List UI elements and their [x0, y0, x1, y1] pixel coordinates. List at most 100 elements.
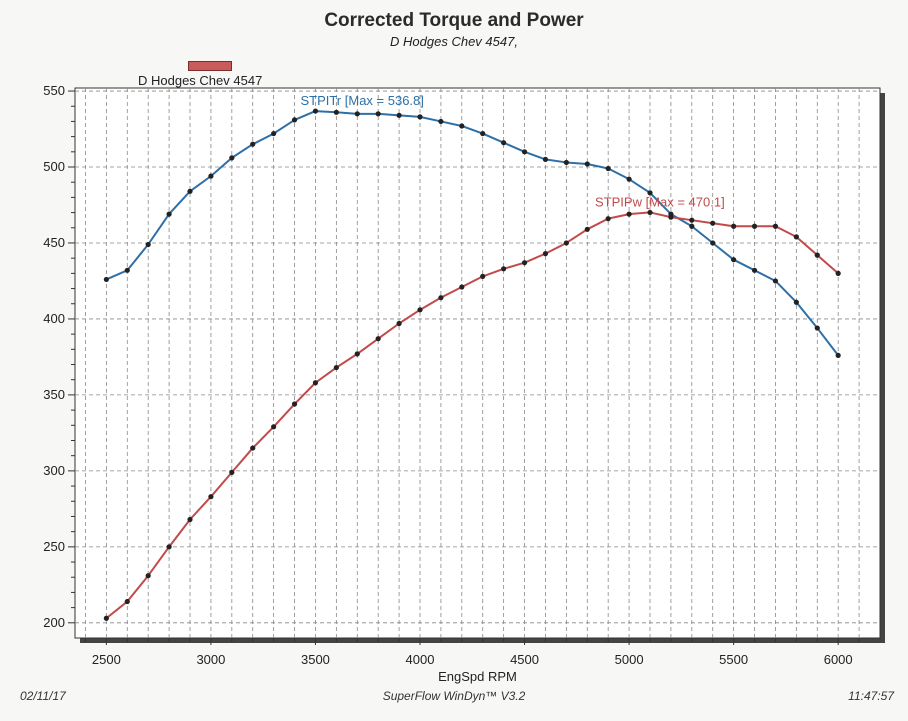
data-point-stpitr	[480, 130, 486, 137]
data-point-stpipw	[208, 494, 214, 500]
data-point-stpitr	[605, 165, 611, 172]
data-point-stpipw	[250, 445, 256, 451]
chart-subtitle: D Hodges Chev 4547,	[390, 34, 518, 49]
y-tick-label: 500	[43, 159, 65, 174]
data-point-stpipw	[521, 260, 528, 266]
data-point-stpipw	[375, 336, 381, 342]
x-tick-label: 3000	[196, 652, 225, 667]
data-point-stpipw	[103, 615, 109, 621]
series-line-stpitr	[105, 110, 839, 357]
data-point-stpitr	[271, 130, 277, 137]
y-tick-label: 550	[43, 83, 65, 98]
data-point-stpipw	[626, 211, 632, 217]
data-point-stpitr	[626, 176, 632, 182]
x-tick-label: 6000	[824, 652, 853, 667]
series-annotation-stpitr: STPITr [Max = 536.8]	[300, 93, 423, 108]
x-axis-title: EngSpd RPM	[438, 669, 517, 684]
footer-software: SuperFlow WinDyn™ V3.2	[382, 689, 526, 703]
data-point-stpitr	[333, 109, 339, 115]
data-point-stpipw	[312, 380, 319, 386]
data-point-stpipw	[584, 226, 590, 232]
data-point-stpitr	[542, 156, 549, 163]
data-point-stpipw	[229, 469, 235, 475]
data-point-stpipw	[814, 252, 820, 258]
data-point-stpipw	[166, 544, 172, 550]
data-point-stpipw	[647, 209, 653, 216]
data-point-stpitr	[312, 108, 319, 114]
data-point-stpitr	[354, 111, 360, 117]
data-point-stpitr	[375, 111, 381, 117]
data-point-stpipw	[542, 251, 549, 257]
data-point-stpipw	[563, 240, 569, 246]
data-point-stpipw	[772, 223, 779, 229]
data-point-stpipw	[710, 220, 716, 226]
y-tick-label: 450	[43, 235, 65, 250]
data-point-stpipw	[333, 364, 339, 371]
legend-swatch	[188, 61, 232, 71]
data-point-stpitr	[501, 140, 507, 146]
data-point-stpipw	[689, 217, 695, 223]
series-line-stpipw	[105, 211, 839, 620]
y-tick-label: 250	[43, 539, 65, 554]
data-point-stpipw	[145, 573, 151, 579]
data-point-stpitr	[396, 112, 402, 118]
data-point-stpitr	[521, 149, 528, 155]
series-annotation-stpipw: STPIPw [Max = 470.1]	[595, 194, 725, 209]
data-point-stpitr	[835, 352, 841, 359]
data-point-stpipw	[396, 320, 402, 327]
y-tick-label: 200	[43, 615, 65, 630]
data-point-stpitr	[208, 173, 214, 179]
data-point-stpipw	[291, 401, 298, 407]
data-point-stpitr	[710, 240, 716, 246]
footer-time: 11:47:57	[848, 689, 894, 703]
plot-area	[74, 87, 881, 639]
data-point-stpipw	[480, 273, 486, 279]
data-point-stpipw	[187, 516, 193, 523]
data-point-stpipw	[124, 598, 130, 605]
data-point-stpitr	[751, 267, 758, 273]
x-tick-label: 4000	[406, 652, 435, 667]
data-point-stpitr	[417, 114, 423, 120]
data-point-stpitr	[647, 190, 653, 196]
data-point-stpitr	[772, 278, 779, 284]
data-point-stpipw	[731, 223, 737, 229]
x-tick-label: 5000	[615, 652, 644, 667]
data-point-stpitr	[291, 117, 298, 123]
data-point-stpitr	[145, 241, 151, 248]
x-tick-label: 2500	[92, 652, 121, 667]
data-point-stpipw	[835, 270, 841, 276]
legend-label: D Hodges Chev 4547	[138, 73, 263, 88]
data-point-stpitr	[814, 325, 820, 331]
data-point-stpitr	[793, 299, 799, 305]
y-tick-label: 350	[43, 387, 65, 402]
x-tick-label: 3500	[301, 652, 330, 667]
data-point-stpitr	[187, 188, 193, 194]
data-point-stpipw	[438, 295, 444, 301]
y-tick-label: 400	[43, 311, 65, 326]
data-point-stpipw	[271, 424, 277, 430]
y-tick-label: 300	[43, 463, 65, 478]
x-tick-label: 5500	[719, 652, 748, 667]
data-point-stpipw	[501, 266, 507, 272]
data-point-stpipw	[605, 216, 611, 222]
data-point-stpipw	[751, 223, 758, 229]
data-point-stpitr	[103, 276, 109, 283]
data-point-stpitr	[689, 223, 695, 229]
data-point-stpitr	[438, 118, 444, 125]
data-point-stpitr	[250, 141, 256, 147]
footer-date: 02/11/17	[20, 689, 66, 703]
data-point-stpipw	[354, 351, 360, 357]
data-point-stpitr	[166, 211, 172, 217]
data-point-stpitr	[584, 161, 590, 167]
data-point-stpipw	[793, 234, 799, 240]
data-point-stpitr	[124, 267, 130, 273]
data-point-stpipw	[668, 214, 674, 220]
x-tick-label: 4500	[510, 652, 539, 667]
chart-title: Corrected Torque and Power	[324, 10, 584, 31]
data-point-stpitr	[229, 155, 235, 161]
data-point-stpipw	[417, 307, 423, 313]
data-point-stpipw	[459, 284, 465, 290]
data-point-stpitr	[459, 123, 465, 129]
data-point-stpitr	[731, 257, 737, 263]
